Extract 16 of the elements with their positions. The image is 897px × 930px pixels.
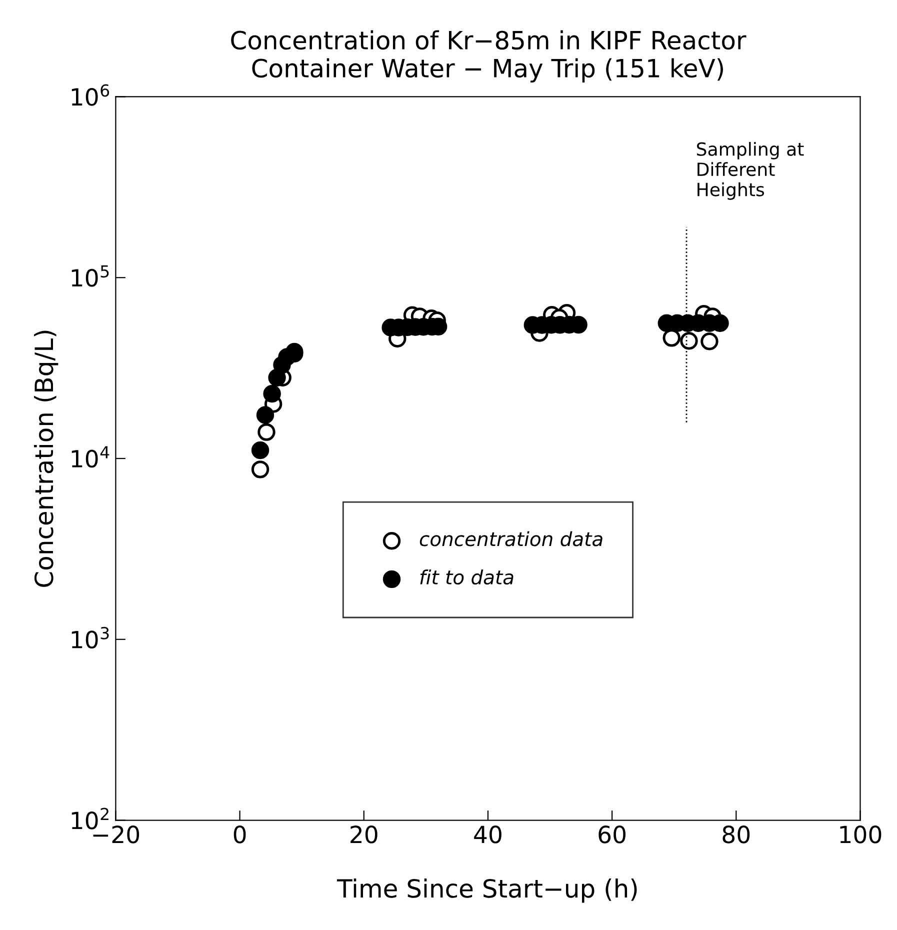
x-tick-label: 100 [840,826,882,844]
x-tick-label: 20 [350,826,378,844]
chart-title: Concentration of Kr−85m in KIPF Reactor Container Water − May Trip (151 keV) [231,30,746,82]
y-axis-title: Concentration (Bq/L) [34,330,58,587]
y-tick-label: 10$^{5}$ [72,265,109,287]
x-tick-label: 40 [474,826,502,844]
y-tick-label: 10$^{3}$ [72,626,109,648]
x-tick-label: 60 [598,826,626,844]
legend-label: concentration data [420,531,602,546]
x-axis-title: Time Since Start−up (h) [336,878,637,903]
x-tick-label: 0 [234,826,246,844]
x-tick-label: 80 [722,826,750,844]
y-tick-label: 10$^{4}$ [72,446,110,468]
legend-label: fit to data [420,570,514,585]
ref-line-label: Sampling at Different Heights [697,142,804,200]
y-tick-label: 10$^{6}$ [72,84,110,106]
